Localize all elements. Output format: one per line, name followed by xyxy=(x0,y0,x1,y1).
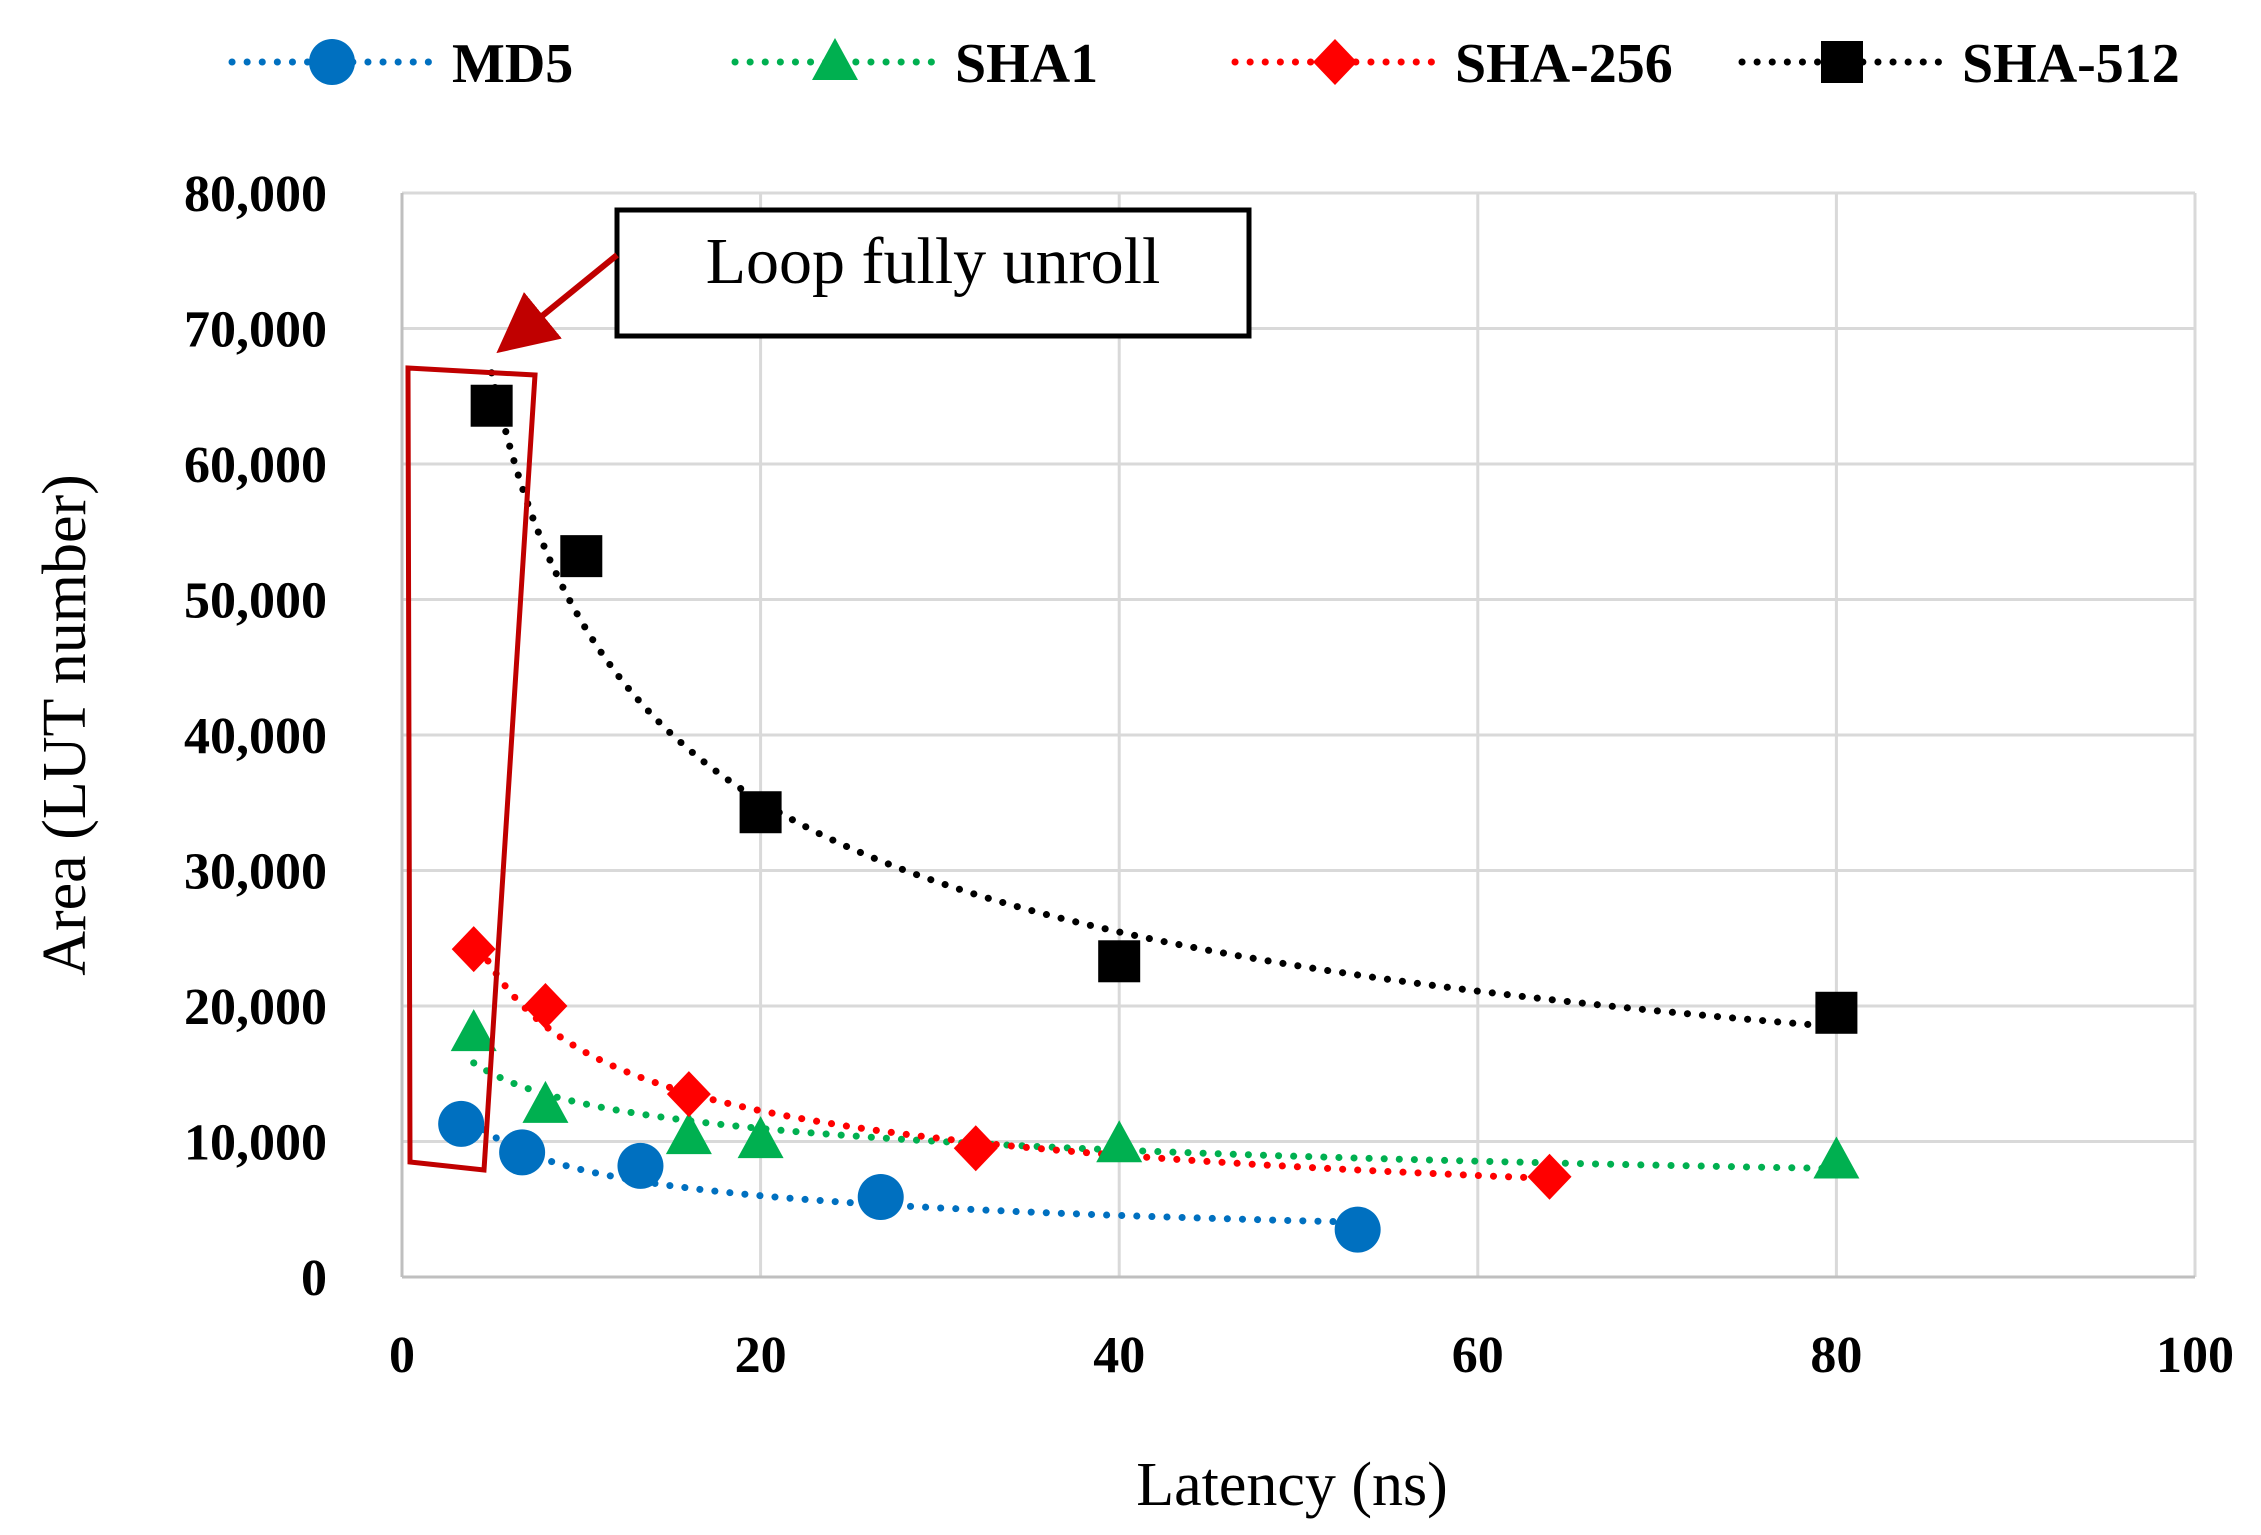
point-sha1-1 xyxy=(522,1080,569,1123)
y-tick-label-0: 0 xyxy=(301,1250,327,1307)
grid xyxy=(400,191,2197,1279)
y-axis-title: Area (LUT number) xyxy=(31,474,99,976)
legend-label-md5: MD5 xyxy=(452,33,573,95)
y-tick-label-3: 30,000 xyxy=(184,844,327,901)
point-sha1-2 xyxy=(665,1112,712,1155)
axes xyxy=(400,193,2195,1279)
trendline-sha-512 xyxy=(488,369,1840,1031)
highlight-rectangle xyxy=(405,365,538,1173)
legend-label-sha-512: SHA-512 xyxy=(1962,33,2180,95)
point-sha-256-4 xyxy=(1527,1153,1572,1200)
legend-label-sha-256: SHA-256 xyxy=(1455,33,1673,95)
x-tick-label-3: 60 xyxy=(1452,1327,1504,1384)
point-sha-512-2 xyxy=(739,791,782,834)
legend-label-sha1: SHA1 xyxy=(955,33,1098,95)
legend-marker-sha-512 xyxy=(1821,41,1863,83)
y-tick-label-6: 60,000 xyxy=(184,437,327,494)
annotation-text: Loop fully unroll xyxy=(706,225,1161,298)
x-tick-label-5: 100 xyxy=(2156,1327,2234,1384)
point-sha-256-1 xyxy=(523,983,568,1029)
y-tick-label-1: 10,000 xyxy=(184,1115,327,1172)
y-tick-label-5: 50,000 xyxy=(184,573,327,630)
point-sha1-3 xyxy=(737,1116,784,1159)
trendline-md5 xyxy=(457,1105,1362,1226)
point-md5-1 xyxy=(499,1129,546,1176)
point-sha1-5 xyxy=(1813,1136,1860,1179)
y-tick-label-2: 20,000 xyxy=(184,979,327,1036)
x-axis-title: Latency (ns) xyxy=(1136,1451,1448,1519)
y-tick-label-8: 80,000 xyxy=(184,166,327,223)
point-sha-256-0 xyxy=(451,926,496,973)
annotation-box xyxy=(614,207,1252,339)
point-sha-512-1 xyxy=(560,535,603,578)
point-md5-2 xyxy=(617,1142,664,1189)
point-md5-3 xyxy=(857,1174,904,1221)
legend-marker-md5 xyxy=(309,39,355,85)
point-sha-512-3 xyxy=(1098,940,1141,983)
data-markers xyxy=(438,384,1860,1253)
annotation-arrow xyxy=(496,252,619,354)
legend-item-sha-512: SHA-512 xyxy=(1738,33,2180,95)
legend: MD5 SHA1 SHA-256 SHA-512 xyxy=(228,33,2180,95)
legend-item-md5: MD5 xyxy=(228,33,573,95)
tick-labels: 0 10,000 20,000 30,000 40,000 50,000 60,000 70,… xyxy=(184,166,2234,1384)
legend-marker-sha-256 xyxy=(1313,39,1357,85)
point-md5-0 xyxy=(438,1100,485,1147)
point-sha-512-4 xyxy=(1815,991,1858,1034)
point-sha1-0 xyxy=(450,1009,497,1052)
x-tick-label-4: 80 xyxy=(1810,1327,1862,1384)
trendline-sha1 xyxy=(470,1059,1840,1172)
legend-item-sha-256: SHA-256 xyxy=(1231,33,1673,95)
point-sha-256-3 xyxy=(953,1125,998,1172)
x-tick-label-2: 40 xyxy=(1093,1327,1145,1384)
annotation-loop-fully-unroll: Loop fully unroll xyxy=(405,207,1252,1173)
y-tick-label-4: 40,000 xyxy=(184,708,327,765)
y-tick-label-7: 70,000 xyxy=(184,302,327,359)
trendline-sha-256 xyxy=(470,930,1553,1182)
point-sha-256-2 xyxy=(666,1071,711,1118)
point-sha-512-0 xyxy=(470,384,513,427)
point-sha1-4 xyxy=(1096,1120,1143,1163)
x-tick-label-1: 20 xyxy=(735,1327,787,1384)
legend-marker-sha1 xyxy=(812,38,858,80)
trendlines xyxy=(457,369,1840,1226)
legend-item-sha1: SHA1 xyxy=(731,33,1098,95)
x-tick-label-0: 0 xyxy=(389,1327,415,1384)
point-md5-4 xyxy=(1334,1206,1381,1253)
